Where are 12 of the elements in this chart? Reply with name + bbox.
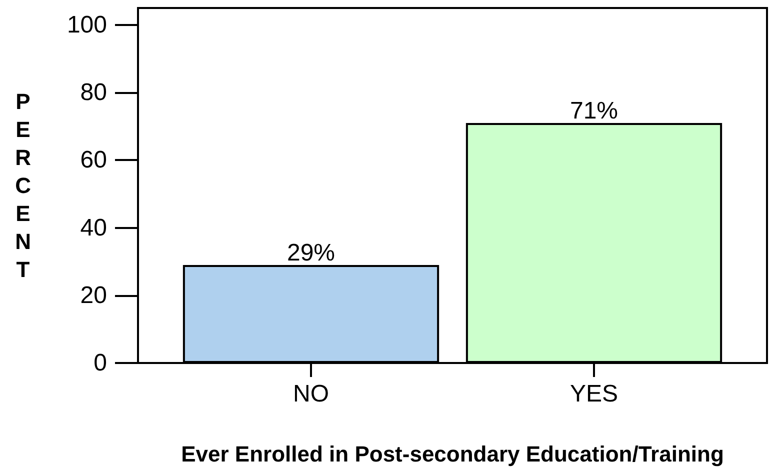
y-tick-label: 0 — [94, 350, 107, 376]
y-tick-label: 60 — [80, 146, 107, 174]
x-tick-label: NO — [293, 380, 329, 408]
data-label: 71% — [570, 97, 618, 124]
y-tick-label: 20 — [80, 282, 107, 309]
x-axis-title: Ever Enrolled in Post-secondary Education/Training — [181, 442, 724, 466]
y-tick-label: 100 — [66, 11, 107, 38]
y-tick-label: 40 — [80, 214, 107, 242]
y-tick-label: 80 — [80, 79, 107, 106]
x-tick-label: YES — [570, 380, 618, 408]
data-label: 29% — [286, 239, 336, 266]
y-axis-title: PERCENT — [15, 89, 32, 282]
